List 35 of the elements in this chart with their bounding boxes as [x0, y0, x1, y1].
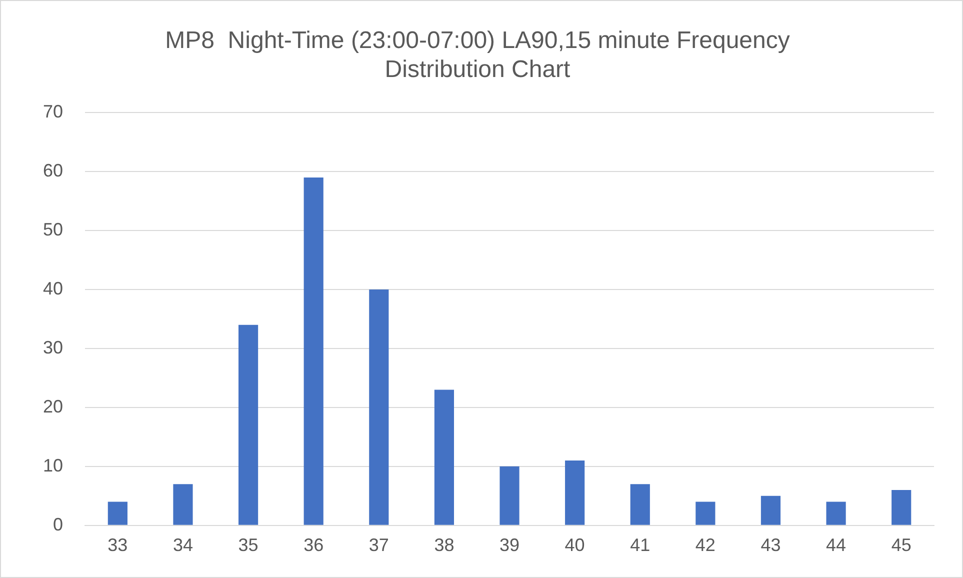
- bar: [434, 390, 454, 525]
- x-tick-label: 44: [826, 535, 846, 556]
- bar: [630, 484, 650, 525]
- y-tick-label: 30: [42, 337, 64, 358]
- y-tick-label: 0: [53, 514, 64, 534]
- x-tick-label: 43: [760, 535, 781, 556]
- bar: [760, 496, 781, 525]
- bar: [892, 490, 912, 525]
- y-tick-label: 10: [42, 455, 64, 476]
- bar: [108, 502, 128, 525]
- chart-title: MP8 Night-Time (23:00-07:00) LA90,15 minute Frequency Distribution Chart: [165, 27, 790, 83]
- bar: [696, 502, 716, 525]
- x-tick-label: 36: [304, 535, 324, 556]
- x-tick-label: 39: [499, 535, 520, 556]
- x-tick-label: 33: [108, 535, 128, 556]
- x-tick-label: 41: [630, 535, 650, 556]
- x-tick-label: 34: [172, 535, 193, 556]
- y-tick-label: 60: [42, 160, 64, 181]
- bar: [238, 324, 258, 525]
- x-tick-label: 42: [695, 535, 716, 556]
- x-tick-label: 40: [564, 535, 585, 556]
- bar: [500, 466, 520, 525]
- y-tick-label: 70: [42, 102, 64, 122]
- x-tick-label: 35: [238, 535, 258, 556]
- y-tick-label: 50: [42, 220, 64, 240]
- bar: [565, 460, 585, 525]
- x-tick-label: 38: [434, 535, 454, 556]
- bar: [173, 484, 193, 525]
- y-tick-label: 20: [42, 396, 64, 416]
- bar: [304, 177, 324, 525]
- y-tick-label: 40: [42, 278, 64, 298]
- bar: [369, 290, 389, 525]
- bar: [826, 502, 846, 525]
- x-tick-label: 45: [891, 535, 912, 556]
- x-tick-label: 37: [368, 535, 389, 556]
